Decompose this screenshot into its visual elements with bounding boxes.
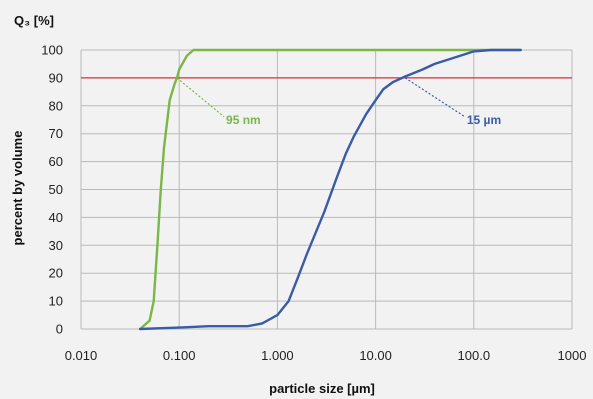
y-axis-title: percent by volume [10, 131, 25, 246]
annotation-group: 95 nm 15 µm [176, 77, 501, 127]
annotation-leader [176, 77, 225, 118]
x-axis-title: particle size [µm] [269, 381, 375, 396]
y-axis: 0 10 20 30 40 50 60 70 80 90 100 [41, 43, 63, 337]
x-tick-label: 100.0 [458, 348, 491, 363]
x-tick-label: 0.010 [65, 348, 98, 363]
y-tick-label: 80 [49, 98, 63, 113]
x-tick-label: 1000 [558, 348, 587, 363]
x-axis: 0.010 0.100 1.000 10.00 100.0 1000 [65, 348, 587, 363]
grid [80, 49, 573, 330]
y-tick-label: 10 [49, 294, 63, 309]
y-tick-label: 30 [49, 238, 63, 253]
x-tick-label: 1.000 [261, 348, 294, 363]
x-tick-label: 10.00 [359, 348, 392, 363]
unit-label: Q₃ [%] [14, 13, 54, 28]
series-line-2 [138, 48, 522, 331]
annotation-label: 15 µm [467, 113, 501, 127]
y-tick-label: 90 [49, 70, 63, 85]
y-tick-label: 40 [49, 210, 63, 225]
y-tick-label: 100 [41, 43, 63, 58]
series-line-1 [138, 48, 522, 331]
y-tick-label: 20 [49, 266, 63, 281]
annotation-label: 95 nm [226, 113, 261, 127]
y-tick-label: 50 [49, 182, 63, 197]
series-group [138, 48, 522, 331]
y-tick-label: 70 [49, 126, 63, 141]
y-tick-label: 0 [56, 322, 63, 337]
annotation-leader [404, 77, 466, 118]
y-tick-label: 60 [49, 154, 63, 169]
x-tick-label: 0.100 [163, 348, 196, 363]
